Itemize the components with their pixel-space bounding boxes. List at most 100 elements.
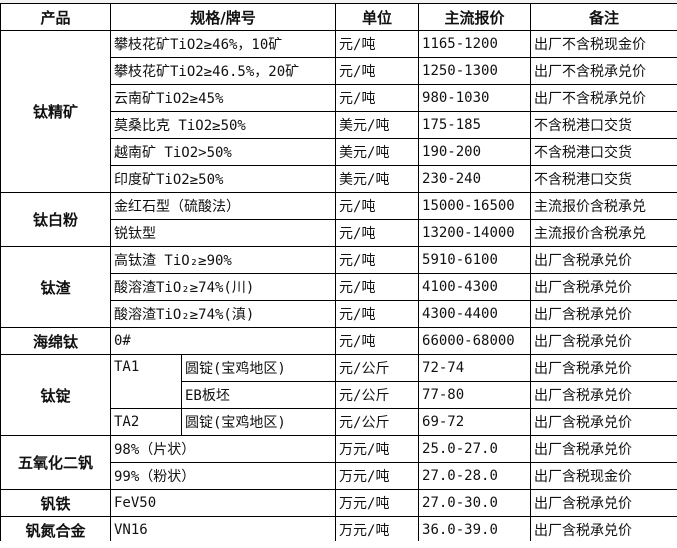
- unit-cell: 万元/吨: [335, 516, 420, 544]
- table-row: 钒氮合金 VN16 万元/吨 36.0-39.0 出厂含税承兑价: [0, 516, 677, 544]
- price-cell: 27.0-30.0: [418, 489, 532, 517]
- table-row: TA2 圆锭(宝鸡地区) 元/公斤 69-72 出厂含税承兑价: [1, 408, 677, 436]
- spec-cell: FeV50: [109, 489, 337, 517]
- unit-cell: 元/公斤: [335, 408, 420, 436]
- price-cell: 36.0-39.0: [418, 516, 532, 544]
- spec-cell: 锐钛型: [109, 219, 337, 247]
- unit-cell: 元/吨: [335, 300, 420, 328]
- spec-cell: VN16: [109, 516, 337, 544]
- note-cell: 出厂不含税现金价: [530, 30, 677, 58]
- unit-cell: 元/吨: [335, 192, 420, 220]
- table-row: 锐钛型 元/吨 13200-14000 主流报价含税承兑: [1, 219, 677, 247]
- product-cell: 钛锭: [0, 354, 111, 436]
- table-row: 钛白粉 金红石型（硫酸法） 元/吨 15000-16500 主流报价含税承兑: [0, 192, 677, 247]
- table-row: 钛精矿 攀枝花矿TiO2≥46%，10矿 元/吨 1165-1200 出厂不含税现金价: [0, 30, 677, 193]
- note-cell: 出厂含税承兑价: [530, 435, 677, 463]
- spec-cell: 金红石型（硫酸法）: [109, 192, 337, 220]
- table-row: 越南矿 TiO2>50% 美元/吨 190-200 不含税港口交货: [1, 138, 677, 166]
- unit-cell: 元/吨: [335, 327, 420, 355]
- spec-cell: 莫桑比克 TiO2≥50%: [109, 111, 337, 139]
- header-note: 备注: [530, 3, 677, 31]
- price-cell: 980-1030: [418, 84, 532, 112]
- price-cell: 1165-1200: [418, 30, 532, 58]
- table-row: 印度矿TiO2≥50% 美元/吨 230-240 不含税港口交货: [1, 165, 677, 193]
- spec-cell: 98%（片状）: [109, 435, 337, 463]
- price-cell: 25.0-27.0: [418, 435, 532, 463]
- price-cell: 72-74: [418, 354, 532, 382]
- table-row: 钛渣 高钛渣 TiO₂≥90% 元/吨 5910-6100 出厂含税承兑价: [0, 246, 677, 328]
- spec-cell: 99%（粉状）: [109, 462, 337, 490]
- table-row: 酸溶渣TiO₂≥74%(川) 元/吨 4100-4300 出厂含税承兑价: [1, 273, 677, 301]
- header-price: 主流报价: [418, 3, 532, 31]
- spec-cell: 酸溶渣TiO₂≥74%(滇): [109, 300, 337, 328]
- spec-cell: 圆锭(宝鸡地区): [180, 408, 337, 436]
- note-cell: 出厂不含税承兑价: [530, 84, 677, 112]
- product-cell: 钛渣: [0, 246, 111, 328]
- product-cell: 钒铁: [0, 489, 111, 517]
- price-cell: 1250-1300: [418, 57, 532, 85]
- product-cell: 钛白粉: [0, 192, 111, 247]
- spreadsheet-gridline: [0, 541, 677, 548]
- note-cell: 不含税港口交货: [530, 138, 677, 166]
- spec-cell: 0#: [109, 327, 337, 355]
- header-row: 产品 规格/牌号 单位 主流报价 备注: [0, 3, 677, 31]
- spec-cell: 圆锭(宝鸡地区): [180, 354, 337, 382]
- grade-cell: TA1: [110, 354, 182, 409]
- unit-cell: 万元/吨: [335, 462, 420, 490]
- price-cell: 15000-16500: [418, 192, 532, 220]
- unit-cell: 元/公斤: [335, 381, 420, 409]
- unit-cell: 万元/吨: [335, 489, 420, 517]
- price-table: 产品 规格/牌号 单位 主流报价 备注 钛精矿 攀枝花矿TiO2≥46%，10矿元…: [0, 3, 677, 544]
- table-row: 钒铁 FeV50 万元/吨 27.0-30.0 出厂含税承兑价: [0, 489, 677, 517]
- note-cell: 出厂含税现金价: [530, 462, 677, 490]
- note-cell: 出厂含税承兑价: [530, 300, 677, 328]
- table-row: EB板坯 元/公斤 77-80 出厂含税承兑价: [1, 381, 677, 409]
- unit-cell: 美元/吨: [335, 165, 420, 193]
- note-cell: 出厂不含税承兑价: [530, 57, 677, 85]
- note-cell: 主流报价含税承兑: [530, 219, 677, 247]
- header-product: 产品: [0, 3, 111, 31]
- price-cell: 4100-4300: [418, 273, 532, 301]
- unit-cell: 元/吨: [335, 30, 420, 58]
- spec-cell: 攀枝花矿TiO2≥46.5%，20矿: [109, 57, 337, 85]
- price-cell: 230-240: [418, 165, 532, 193]
- product-cell: 海绵钛: [0, 327, 111, 355]
- note-cell: 不含税港口交货: [530, 165, 677, 193]
- header-spec: 规格/牌号: [109, 3, 337, 31]
- spec-cell: 高钛渣 TiO₂≥90%: [109, 246, 337, 274]
- product-cell: 钒氮合金: [0, 516, 111, 544]
- unit-cell: 美元/吨: [335, 111, 420, 139]
- unit-cell: 元/吨: [335, 84, 420, 112]
- spec-cell: 印度矿TiO2≥50%: [109, 165, 337, 193]
- table-row: 海绵钛 0# 元/吨 66000-68000 出厂含税承兑价: [0, 327, 677, 355]
- unit-cell: 美元/吨: [335, 138, 420, 166]
- table-row: 五氧化二钒 98%（片状） 万元/吨 25.0-27.0 出厂含税承兑价: [0, 435, 677, 490]
- header-unit: 单位: [335, 3, 420, 31]
- spec-cell: 酸溶渣TiO₂≥74%(川): [109, 273, 337, 301]
- table-row: 云南矿TiO2≥45% 元/吨 980-1030 出厂不含税承兑价: [1, 84, 677, 112]
- unit-cell: 元/公斤: [335, 354, 420, 382]
- price-cell: 4300-4400: [418, 300, 532, 328]
- product-cell: 五氧化二钒: [0, 435, 111, 490]
- price-cell: 175-185: [418, 111, 532, 139]
- note-cell: 主流报价含税承兑: [530, 192, 677, 220]
- spec-cell: 云南矿TiO2≥45%: [109, 84, 337, 112]
- table-row: 攀枝花矿TiO2≥46.5%，20矿 元/吨 1250-1300 出厂不含税承兑价: [1, 57, 677, 85]
- table-row: 钛锭 TA1 圆锭(宝鸡地区) 元/公斤 72-74 出厂含税承兑价: [0, 354, 677, 436]
- unit-cell: 元/吨: [335, 219, 420, 247]
- price-cell: 77-80: [418, 381, 532, 409]
- price-cell: 13200-14000: [418, 219, 532, 247]
- table-row: 99%（粉状） 万元/吨 27.0-28.0 出厂含税现金价: [1, 462, 677, 490]
- table-row: 莫桑比克 TiO2≥50% 美元/吨 175-185 不含税港口交货: [1, 111, 677, 139]
- note-cell: 出厂含税承兑价: [530, 246, 677, 274]
- unit-cell: 元/吨: [335, 246, 420, 274]
- spec-cell: 攀枝花矿TiO2≥46%，10矿: [109, 30, 337, 58]
- spec-cell: 越南矿 TiO2>50%: [109, 138, 337, 166]
- grade-cell: TA2: [110, 408, 182, 436]
- price-cell: 5910-6100: [418, 246, 532, 274]
- price-cell: 27.0-28.0: [418, 462, 532, 490]
- spec-cell: EB板坯: [180, 381, 337, 409]
- note-cell: 出厂含税承兑价: [530, 273, 677, 301]
- price-cell: 190-200: [418, 138, 532, 166]
- price-cell: 69-72: [418, 408, 532, 436]
